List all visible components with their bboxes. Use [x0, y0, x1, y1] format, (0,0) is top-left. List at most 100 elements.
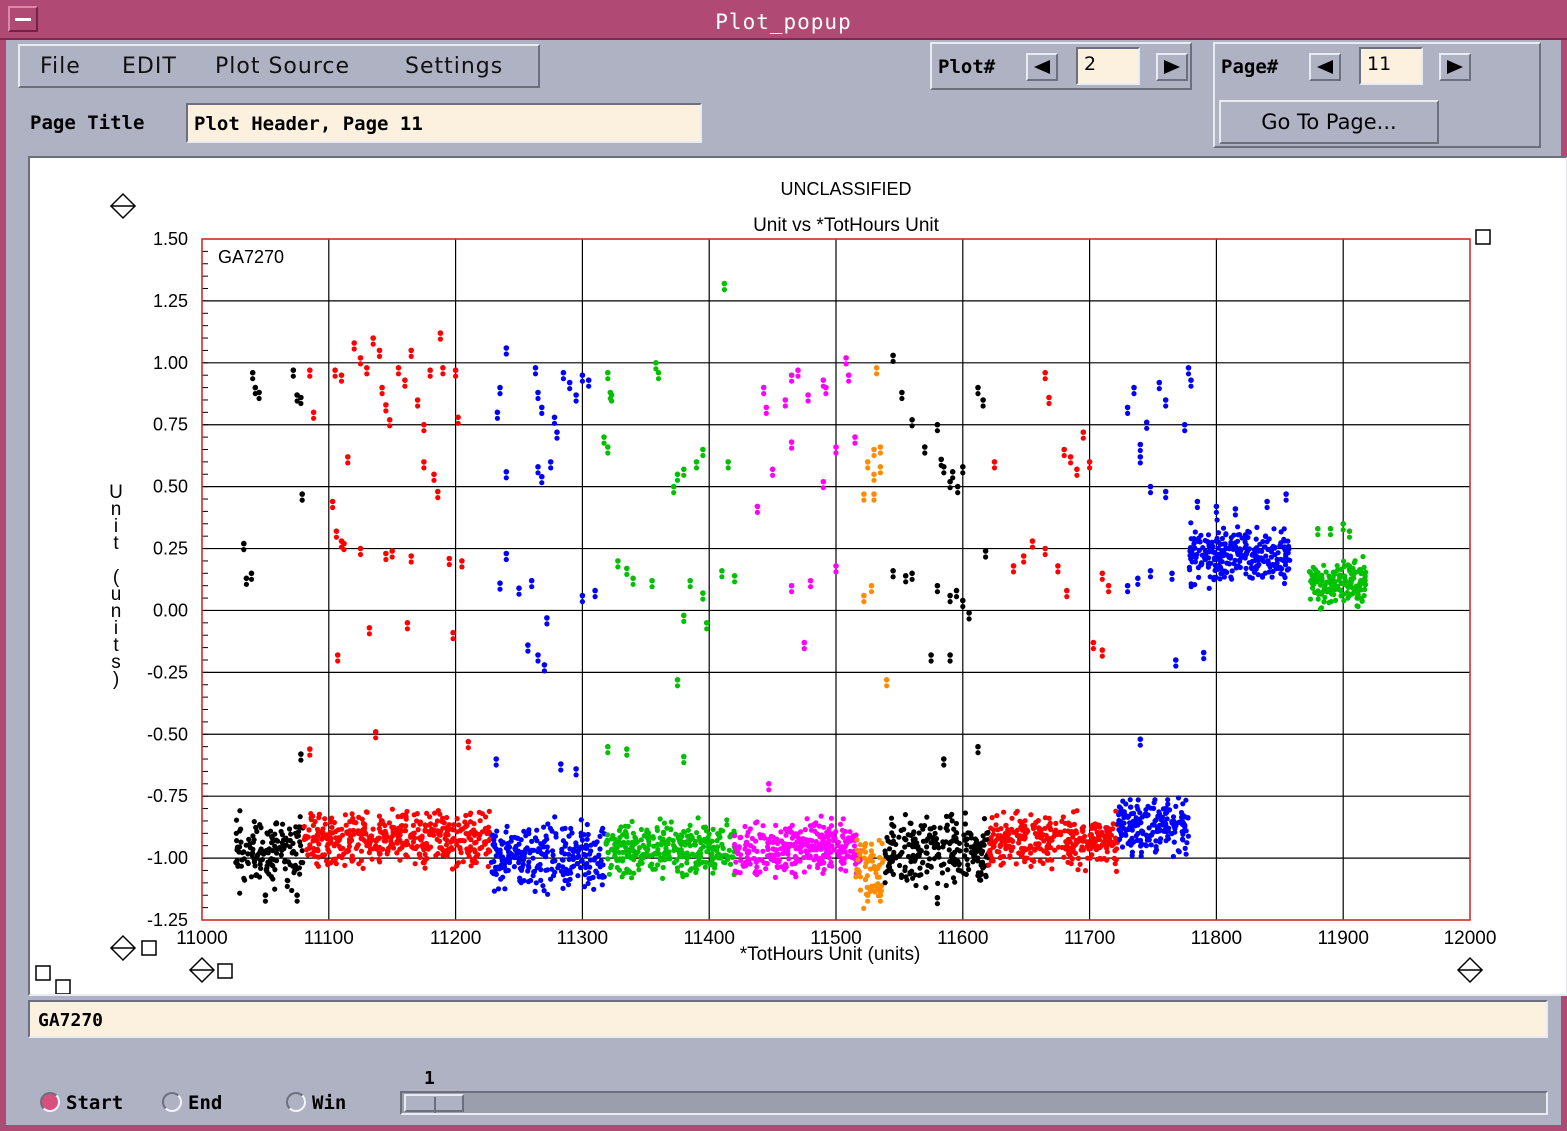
system-menu-icon[interactable] — [8, 6, 38, 32]
data-point — [412, 861, 418, 867]
data-point — [1237, 550, 1243, 556]
data-point — [1264, 539, 1270, 545]
data-point — [286, 826, 293, 832]
data-point — [315, 854, 322, 860]
data-point — [338, 378, 345, 384]
data-point — [719, 574, 725, 580]
data-point — [315, 828, 321, 834]
radio-start[interactable]: Start — [40, 1092, 123, 1114]
data-point — [262, 892, 269, 898]
data-point — [913, 882, 919, 889]
data-point — [297, 814, 303, 820]
data-point — [560, 885, 566, 892]
data-point — [495, 886, 502, 892]
menu-file[interactable]: File — [40, 54, 81, 79]
data-point — [1175, 795, 1182, 801]
data-point — [877, 898, 884, 904]
data-point — [376, 353, 383, 359]
data-point — [1095, 822, 1101, 828]
data-point — [329, 498, 336, 505]
data-point — [1137, 441, 1144, 448]
data-point — [887, 860, 893, 866]
data-point — [1199, 552, 1205, 558]
data-point — [1206, 585, 1212, 591]
data-point — [1111, 855, 1117, 862]
menu-edit[interactable]: EDIT — [122, 54, 177, 79]
data-point — [991, 459, 998, 465]
radio-end[interactable]: End — [162, 1092, 222, 1114]
data-point — [307, 842, 313, 848]
page-prev-button[interactable] — [1309, 53, 1341, 81]
data-point — [724, 817, 730, 823]
position-slider[interactable] — [400, 1091, 1548, 1115]
menu-settings[interactable]: Settings — [405, 54, 504, 79]
data-point — [1321, 562, 1327, 568]
data-point — [453, 838, 459, 844]
data-point — [579, 858, 585, 864]
plot-area[interactable]: 1.50 1.25 1.00 0.75 0.50 0.25 0.00 -0.25 -0.50 -0… — [28, 156, 1567, 996]
title-bar[interactable]: Plot_popup — [0, 0, 1567, 40]
data-point — [526, 827, 532, 833]
data-point — [1228, 535, 1234, 541]
data-point — [788, 372, 795, 378]
data-point — [452, 367, 459, 373]
data-point — [538, 877, 544, 884]
data-point — [828, 815, 835, 821]
data-point — [1128, 804, 1134, 810]
data-point — [934, 901, 941, 907]
status-field[interactable]: GA7270 — [28, 1000, 1548, 1038]
page-title-field[interactable]: Plot Header, Page 11 — [186, 103, 702, 143]
data-point — [289, 887, 295, 894]
data-point — [417, 854, 423, 861]
data-point — [1224, 569, 1230, 575]
data-point — [1307, 596, 1314, 602]
data-point — [897, 862, 903, 869]
data-point — [842, 843, 849, 850]
data-point — [947, 840, 953, 847]
data-point — [703, 828, 710, 834]
status-text: GA7270 — [38, 1010, 104, 1031]
plot-prev-button[interactable] — [1026, 53, 1058, 81]
data-point — [503, 550, 510, 557]
data-point — [1207, 574, 1213, 580]
data-point — [294, 866, 300, 872]
data-point — [551, 420, 558, 426]
data-point — [996, 835, 1002, 841]
data-point — [250, 376, 256, 382]
data-point — [823, 391, 829, 397]
data-point — [753, 838, 759, 844]
data-point — [427, 373, 433, 379]
data-point — [502, 886, 508, 892]
data-point — [1180, 831, 1186, 837]
data-point — [844, 840, 850, 846]
data-point — [852, 861, 859, 867]
data-point — [1094, 856, 1100, 862]
data-point — [608, 864, 614, 871]
data-point — [1163, 838, 1169, 844]
plot-next-button[interactable] — [1156, 53, 1188, 81]
data-point — [539, 410, 545, 416]
data-point — [1171, 823, 1177, 829]
radio-win[interactable]: Win — [286, 1092, 346, 1114]
data-point — [973, 840, 979, 846]
data-point — [668, 819, 674, 825]
data-point — [386, 417, 393, 423]
data-point — [952, 835, 958, 842]
data-point — [1246, 546, 1252, 552]
plot-number-field[interactable]: 2 — [1076, 47, 1140, 85]
slider-thumb[interactable] — [404, 1094, 464, 1113]
page-number-field[interactable]: 11 — [1359, 47, 1423, 85]
data-point — [1140, 829, 1146, 835]
data-point — [255, 852, 261, 858]
data-point — [743, 839, 750, 845]
data-point — [427, 832, 433, 838]
data-point — [909, 423, 915, 429]
data-point — [621, 839, 627, 845]
data-point — [891, 855, 897, 861]
page-next-button[interactable] — [1439, 53, 1471, 81]
data-point — [681, 829, 688, 835]
menu-plot-source[interactable]: Plot Source — [215, 54, 351, 79]
data-point — [233, 830, 239, 836]
go-to-page-button[interactable]: Go To Page... — [1219, 100, 1439, 144]
data-point — [623, 848, 629, 854]
